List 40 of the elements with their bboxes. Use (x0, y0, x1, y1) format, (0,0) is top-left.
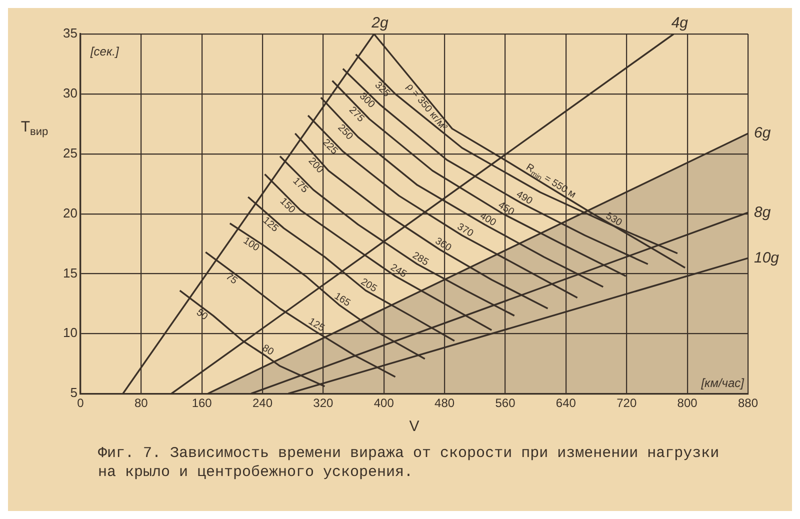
text: Фиг. 7. Зависимость времени виража от скорости при изменении нагрузки на крыло и центробежного ускорения. (98, 444, 720, 482)
annotation: 370 (455, 221, 476, 240)
x-tick-label: 640 (556, 396, 576, 410)
annotation: 80 (260, 342, 276, 358)
x-tick-label: 880 (738, 396, 758, 410)
text: 100 (241, 235, 262, 254)
x-tick-label: 560 (495, 396, 516, 410)
y-tick-label: 35 (62, 26, 78, 41)
series-label: 8g (754, 204, 772, 221)
x-tick-label: 320 (313, 396, 334, 410)
y-tick-label: 5 (70, 385, 78, 400)
y-tick-label: 15 (62, 265, 78, 280)
annotation: [сек.] (89, 44, 120, 58)
x-axis-title: V (409, 418, 420, 436)
x-tick-label: 240 (252, 396, 273, 410)
x-tick-label: 400 (374, 396, 394, 410)
text: 150 (278, 196, 298, 216)
y-tick-label: 10 (62, 325, 78, 340)
text: 125 (260, 215, 281, 235)
annotation: 400 (478, 210, 498, 229)
x-tick-label: 80 (134, 396, 148, 410)
series-label: 6g (754, 124, 772, 142)
text: 175 (290, 176, 310, 196)
series-label: 2g (370, 14, 390, 32)
y-tick-label: 20 (62, 205, 78, 220)
x-tick-label: 160 (192, 396, 212, 410)
annotation: [км/час] (700, 376, 745, 390)
annotation: 205 (358, 276, 380, 295)
annotation: 165 (332, 290, 352, 310)
x-tick-label: 480 (434, 396, 455, 410)
x-tick-label: 800 (677, 396, 698, 410)
annotation: 490 (514, 189, 535, 208)
x-tick-label: 720 (616, 396, 637, 410)
y-tick-label: 25 (62, 145, 78, 160)
series-label: 4g (671, 14, 689, 32)
y-tick-label: 30 (62, 86, 78, 101)
annotation: 285 (410, 250, 431, 269)
text: 200 (306, 156, 326, 176)
x-tick-label: 0 (77, 396, 84, 410)
series-label: 10g (754, 249, 780, 266)
